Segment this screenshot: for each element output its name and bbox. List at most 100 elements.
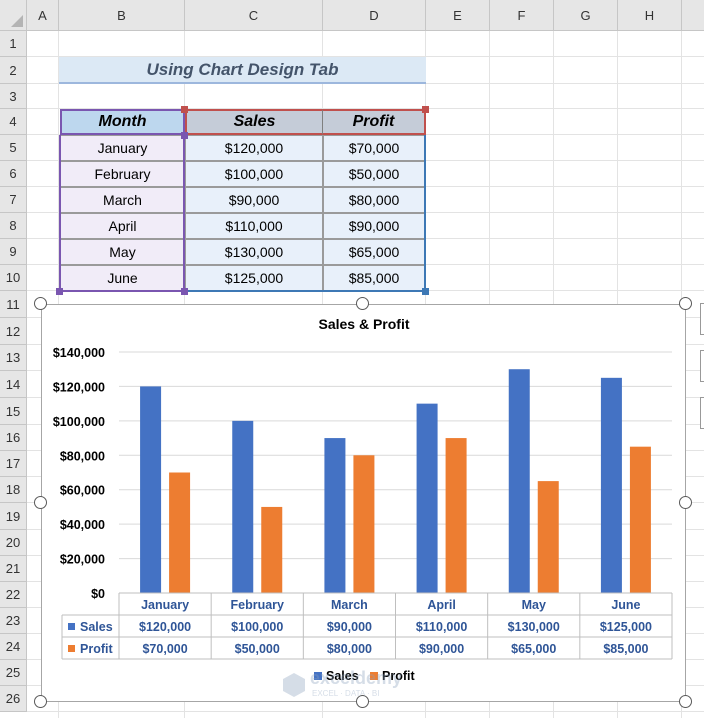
table-cell-sales[interactable]: $120,000 (185, 135, 323, 161)
chart-filters-button[interactable] (700, 397, 704, 429)
row-header-8[interactable]: 8 (0, 213, 27, 239)
range-handle[interactable] (181, 288, 188, 295)
chart-area[interactable]: Sales & Profit $0 $20,000 $40,000 $60,000 $80… (41, 304, 686, 702)
row-header-23[interactable]: 23 (0, 608, 27, 634)
table-cell-sales[interactable]: $110,000 (185, 213, 323, 239)
row-header-13[interactable]: 13 (0, 345, 27, 371)
row-header-20[interactable]: 20 (0, 530, 27, 556)
row-header-15[interactable]: 15 (0, 398, 27, 425)
table-cell-profit[interactable]: $70,000 (323, 135, 425, 161)
row-header-22[interactable]: 22 (0, 582, 27, 608)
table-cell-profit[interactable]: $90,000 (323, 213, 425, 239)
y-tick-label: $20,000 (60, 553, 105, 567)
data-table-value: $70,000 (142, 642, 187, 656)
row-header-9[interactable]: 9 (0, 239, 27, 265)
data-table-value: $120,000 (139, 620, 191, 634)
data-table-value: $80,000 (327, 642, 372, 656)
chart-plot[interactable]: Sales & Profit $0 $20,000 $40,000 $60,000 $80… (42, 305, 687, 703)
bar-sales (232, 420, 254, 593)
y-tick-label: $40,000 (60, 518, 105, 532)
row-header-21[interactable]: 21 (0, 556, 27, 582)
table-header-profit[interactable]: Profit (323, 109, 426, 135)
x-category-label: January (141, 598, 189, 612)
table-cell-month[interactable]: April (60, 213, 185, 239)
column-header-h[interactable]: H (618, 0, 682, 31)
table-cell-profit[interactable]: $50,000 (323, 161, 425, 187)
table-cell-profit[interactable]: $80,000 (323, 187, 425, 213)
chart-resize-handle[interactable] (356, 297, 369, 310)
bar-profit (353, 455, 375, 593)
legend-label: Profit (382, 669, 415, 683)
row-header-3[interactable]: 3 (0, 84, 27, 109)
column-header-f[interactable]: F (490, 0, 554, 31)
range-handle[interactable] (56, 288, 63, 295)
month-range-outline (59, 135, 185, 292)
range-handle[interactable] (181, 106, 188, 113)
range-handle[interactable] (422, 106, 429, 113)
chart-resize-handle[interactable] (679, 297, 692, 310)
chart-resize-handle[interactable] (34, 496, 47, 509)
legend-key-profit (370, 672, 378, 680)
row-header-16[interactable]: 16 (0, 425, 27, 451)
row-header-5[interactable]: 5 (0, 135, 27, 161)
column-header-c[interactable]: C (185, 0, 323, 31)
table-cell-month[interactable]: June (60, 265, 185, 291)
row-header-14[interactable]: 14 (0, 371, 27, 398)
table-cell-month[interactable]: May (60, 239, 185, 265)
table-cell-month[interactable]: January (60, 135, 185, 161)
table-cell-sales[interactable]: $90,000 (185, 187, 323, 213)
sheet-title-cell[interactable]: Using Chart Design Tab (59, 57, 426, 84)
row-header-4[interactable]: 4 (0, 109, 27, 135)
chart-resize-handle[interactable] (679, 496, 692, 509)
table-cell-sales[interactable]: $130,000 (185, 239, 323, 265)
row-header-24[interactable]: 24 (0, 634, 27, 660)
row-header-26[interactable]: 26 (0, 686, 27, 712)
column-header-d[interactable]: D (323, 0, 426, 31)
row-header-19[interactable]: 19 (0, 503, 27, 530)
chart-title: Sales & Profit (318, 316, 409, 332)
row-header-18[interactable]: 18 (0, 477, 27, 503)
range-handle[interactable] (422, 288, 429, 295)
row-header-12[interactable]: 12 (0, 318, 27, 345)
table-cell-sales[interactable]: $125,000 (185, 265, 323, 291)
row-header-10[interactable]: 10 (0, 265, 27, 291)
x-category-label: March (331, 598, 368, 612)
row-header-7[interactable]: 7 (0, 187, 27, 213)
data-table-series-label: Profit (80, 642, 113, 656)
column-header-e[interactable]: E (426, 0, 490, 31)
select-all-corner[interactable] (0, 0, 27, 31)
data-table-value: $50,000 (235, 642, 280, 656)
range-handle[interactable] (181, 132, 188, 139)
chart-resize-handle[interactable] (34, 695, 47, 708)
y-tick-label: $80,000 (60, 449, 105, 463)
data-table-value: $90,000 (419, 642, 464, 656)
data-table-series-label: Sales (80, 620, 113, 634)
column-header-overflow (682, 0, 704, 31)
table-cell-sales[interactable]: $100,000 (185, 161, 323, 187)
watermark-logo: exceldemy EXCEL · DATA · BI (282, 668, 432, 702)
column-header-g[interactable]: G (554, 0, 618, 31)
table-cell-month[interactable]: March (60, 187, 185, 213)
chart-resize-handle[interactable] (34, 297, 47, 310)
table-cell-month[interactable]: February (60, 161, 185, 187)
table-cell-profit[interactable]: $85,000 (323, 265, 425, 291)
row-header-17[interactable]: 17 (0, 451, 27, 477)
row-header-6[interactable]: 6 (0, 161, 27, 187)
chart-elements-button[interactable] (700, 303, 704, 335)
chart-resize-handle[interactable] (679, 695, 692, 708)
data-table-value: $85,000 (603, 642, 648, 656)
column-header-a[interactable]: A (27, 0, 59, 31)
table-header-month[interactable]: Month (60, 109, 185, 135)
bar-profit (537, 481, 559, 593)
column-header-b[interactable]: B (59, 0, 185, 31)
row-header-25[interactable]: 25 (0, 660, 27, 686)
x-category-label: June (611, 598, 640, 612)
row-header-11[interactable]: 11 (0, 291, 27, 318)
chart-styles-button[interactable] (700, 350, 704, 382)
bar-sales (600, 377, 622, 593)
row-header-2[interactable]: 2 (0, 57, 27, 84)
table-header-sales[interactable]: Sales (185, 109, 323, 135)
chart-resize-handle[interactable] (356, 695, 369, 708)
bar-sales (508, 369, 530, 593)
row-header-1[interactable]: 1 (0, 31, 27, 57)
